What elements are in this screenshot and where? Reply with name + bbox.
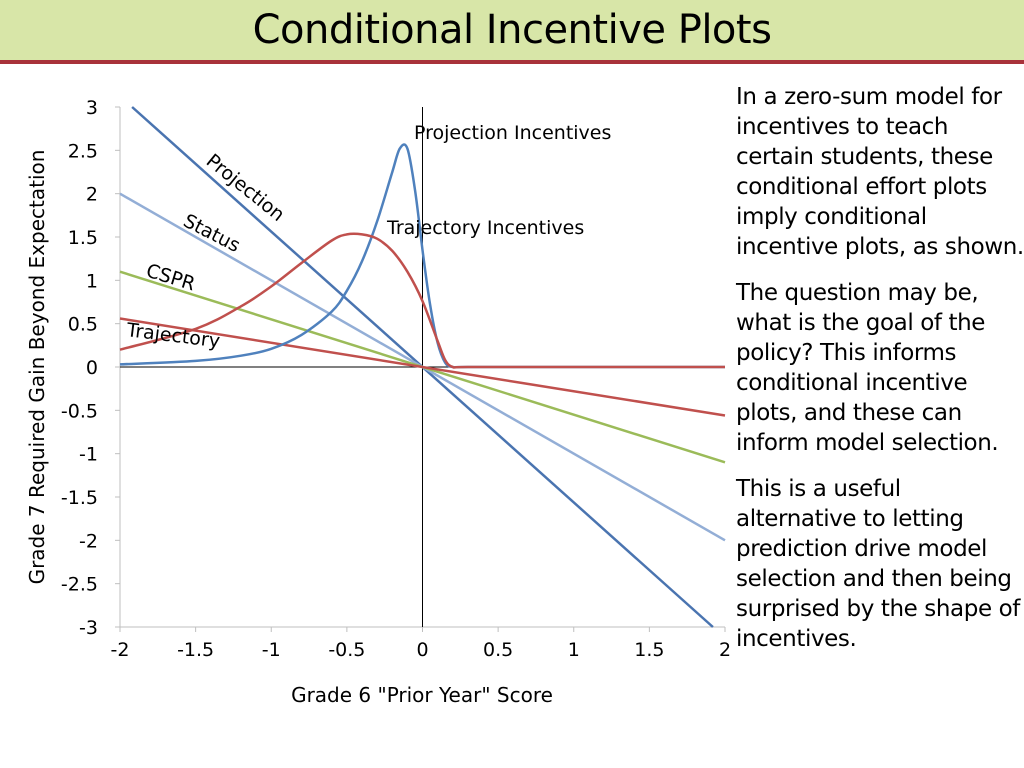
y-tick-label: -1: [79, 444, 98, 466]
y-axis-title: Grade 7 Required Gain Beyond Expectation: [25, 150, 49, 585]
label-projection: Projection: [202, 150, 289, 226]
body-paragraph-3: This is a useful alternative to letting …: [736, 476, 1020, 652]
label-trajectory-incentives: Trajectory Incentives: [386, 217, 584, 239]
body-paragraph-2: The question may be, what is the goal of…: [736, 280, 999, 456]
y-tick-label: 1.5: [68, 227, 98, 249]
chart-svg: 3 2.5 2 1.5 1 0.5 0 -0.5 -1 -1.5 -2 -2.5 -3 -2 -1.5 -1 -…: [25, 97, 730, 707]
y-tick-label: -0.5: [61, 400, 98, 422]
y-tick-label: -1.5: [61, 487, 98, 509]
y-tick-label: 1: [86, 270, 98, 292]
y-tick-label: 0.5: [68, 314, 98, 336]
label-projection-incentives: Projection Incentives: [414, 122, 611, 144]
title-bar: Conditional Incentive Plots: [0, 0, 1024, 64]
slide-body: In a zero-sum model for incentives to te…: [736, 82, 1024, 670]
x-tick-label: 0: [416, 639, 428, 661]
x-tick-label: -2: [111, 639, 130, 661]
y-tick-label: -3: [79, 617, 98, 639]
x-tick-label: -1.5: [177, 639, 214, 661]
y-tick-label: -2.5: [61, 574, 98, 596]
x-tick-label: 1.5: [634, 639, 664, 661]
series-line-trajectory: [119, 317, 726, 417]
x-tick-label: 1: [568, 639, 580, 661]
series-line-trajectory-incentives: [119, 232, 725, 369]
label-cspr: CSPR: [144, 260, 198, 296]
y-tick-label: -2: [79, 530, 98, 552]
y-tick-label: 3: [86, 97, 98, 119]
slide-title: Conditional Incentive Plots: [252, 7, 772, 53]
y-tick-label: 2.5: [68, 140, 98, 162]
body-paragraph-1: In a zero-sum model for incentives to te…: [736, 84, 1024, 260]
x-tick-label: 0.5: [483, 639, 513, 661]
label-status: Status: [180, 210, 244, 257]
x-tick-label: -0.5: [328, 639, 365, 661]
chart: 3 2.5 2 1.5 1 0.5 0 -0.5 -1 -1.5 -2 -2.5 -3 -2 -1.5 -1 -…: [0, 68, 730, 768]
y-tick-label: 0: [86, 357, 98, 379]
y-tick-label: 2: [86, 184, 98, 206]
x-tick-label: 2: [719, 639, 730, 661]
x-axis-title: Grade 6 "Prior Year" Score: [291, 683, 553, 707]
x-tick-label: -1: [262, 639, 281, 661]
